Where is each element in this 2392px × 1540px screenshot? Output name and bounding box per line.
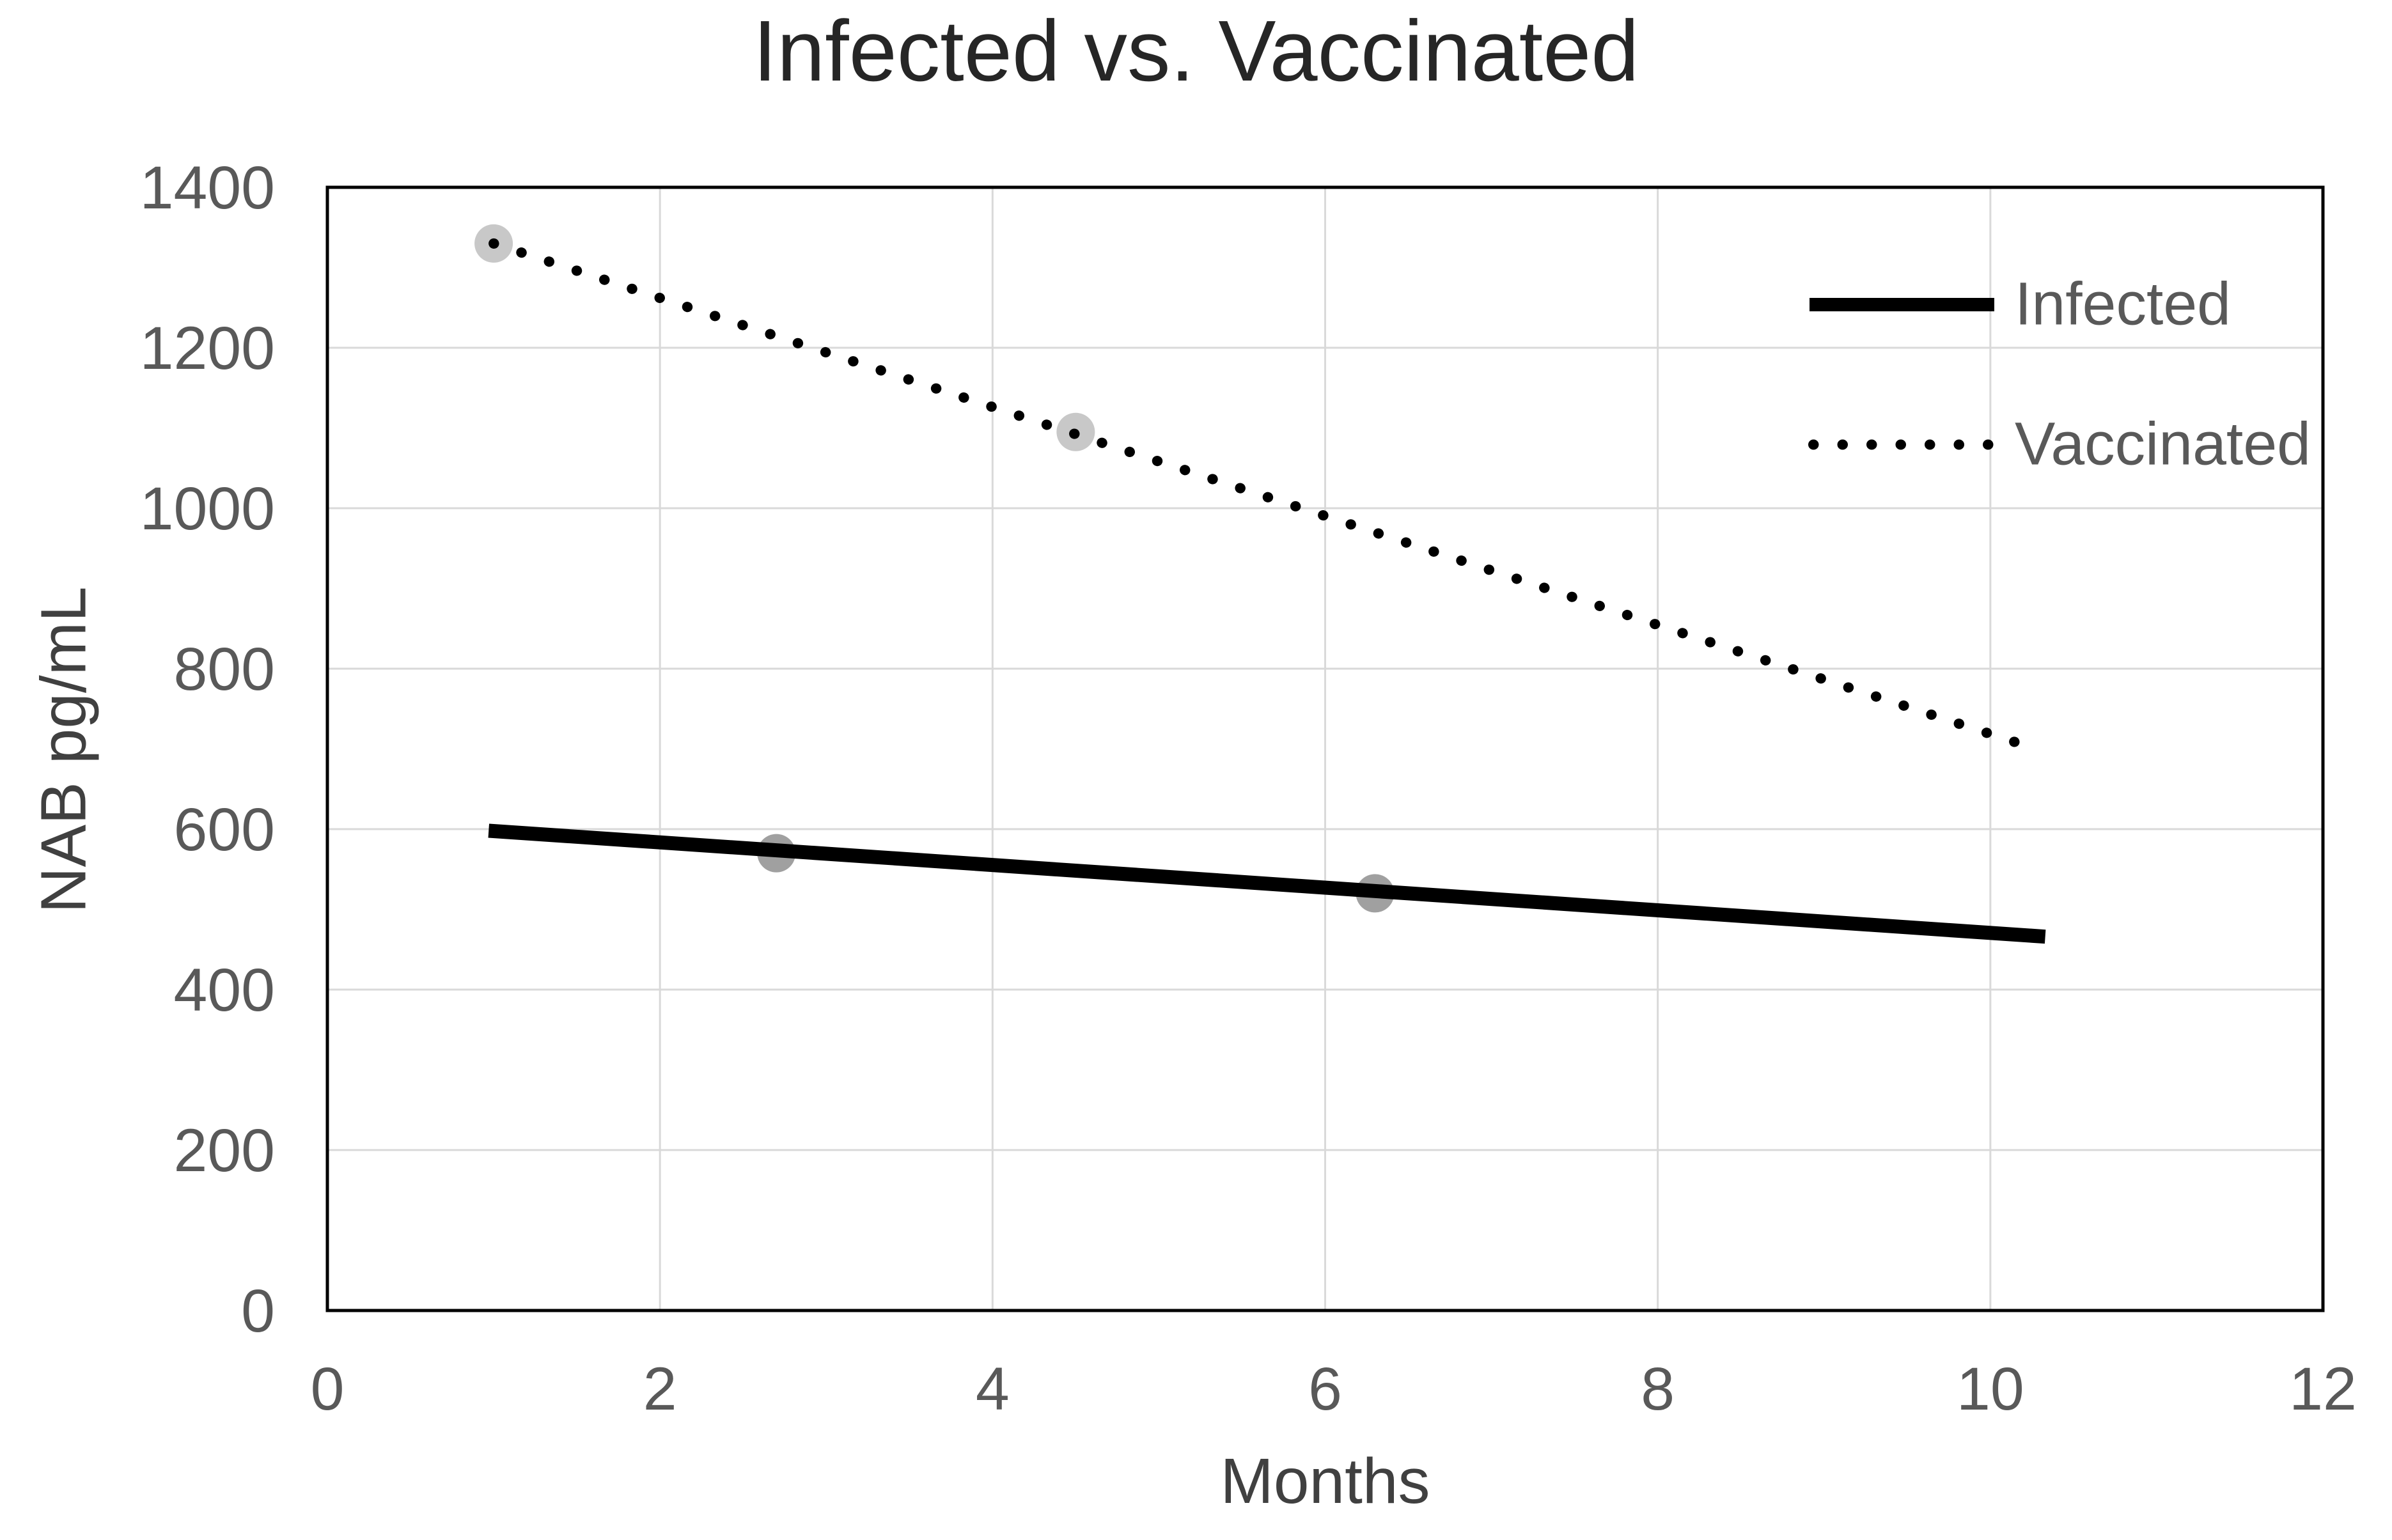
trendline-infected [488, 823, 2046, 944]
y-tick-label: 800 [173, 635, 275, 703]
x-tick-label: 10 [1957, 1355, 2024, 1423]
y-tick-label: 1400 [140, 154, 275, 222]
y-tick-label: 1000 [140, 475, 275, 543]
x-tick-label: 6 [1308, 1355, 1342, 1423]
chart-title: Infected vs. Vaccinated [753, 3, 1639, 99]
legend-item-infected: Infected [1808, 270, 2231, 339]
y-axis-title: NAB pg/mL [27, 586, 100, 914]
legend-item-vaccinated: Vaccinated [1808, 410, 2311, 479]
y-tick-label: 200 [173, 1117, 275, 1185]
dotted-line-swatch-icon [1808, 439, 1996, 449]
x-tick-label: 12 [2289, 1355, 2357, 1423]
x-tick-label: 8 [1641, 1355, 1675, 1423]
solid-line-swatch-icon [1810, 297, 1994, 311]
y-tick-label: 400 [173, 956, 275, 1024]
y-tick-label: 600 [173, 796, 275, 864]
x-tick-label: 0 [311, 1355, 345, 1423]
y-tick-label: 1200 [140, 315, 275, 382]
x-tick-label: 4 [976, 1355, 1010, 1423]
plot-border [325, 185, 2325, 1312]
x-axis-title: Months [1220, 1445, 1430, 1517]
legend-label-infected: Infected [2015, 270, 2232, 338]
trendline-vaccinated [489, 238, 2029, 751]
y-tick-label: 0 [241, 1277, 275, 1345]
legend-label-vaccinated: Vaccinated [2015, 410, 2311, 478]
x-tick-label: 2 [643, 1355, 677, 1423]
